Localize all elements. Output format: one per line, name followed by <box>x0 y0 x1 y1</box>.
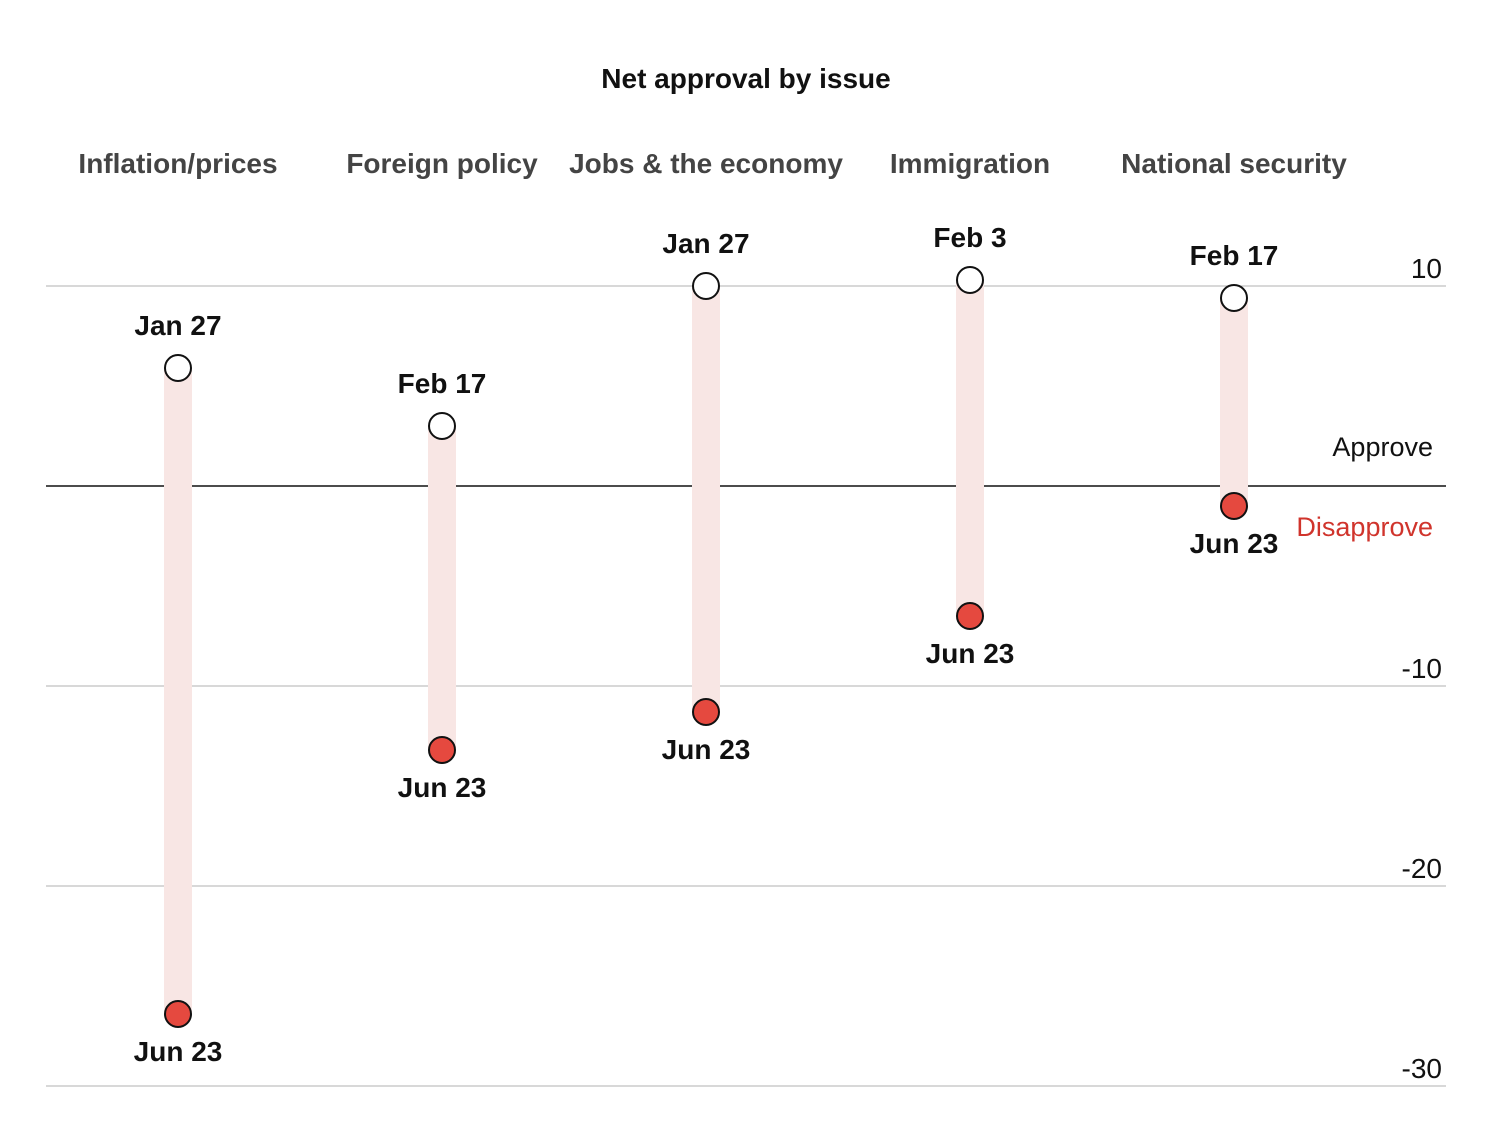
y-tick-label: -10 <box>1402 653 1442 684</box>
end-dot <box>692 698 720 726</box>
start-dot <box>428 412 456 440</box>
category-label: National security <box>1121 148 1347 179</box>
end-date-label: Jun 23 <box>134 1036 223 1067</box>
end-dot <box>428 736 456 764</box>
category-label: Immigration <box>890 148 1050 179</box>
start-dot <box>956 266 984 294</box>
end-date-label: Jun 23 <box>662 734 751 765</box>
range-bar <box>692 286 720 712</box>
end-date-label: Jun 23 <box>1190 528 1279 559</box>
y-tick-label: 10 <box>1411 253 1442 284</box>
start-dot <box>164 354 192 382</box>
range-bar <box>428 426 456 750</box>
y-tick-label: -20 <box>1402 853 1442 884</box>
start-date-label: Jan 27 <box>662 228 749 259</box>
category-label: Jobs & the economy <box>569 148 843 179</box>
end-dot <box>1220 492 1248 520</box>
start-dot <box>692 272 720 300</box>
category-label: Foreign policy <box>346 148 538 179</box>
category-label: Inflation/prices <box>78 148 277 179</box>
legend-disapprove: Disapprove <box>1296 512 1433 542</box>
legend-approve: Approve <box>1332 432 1433 462</box>
range-bar <box>1220 298 1248 506</box>
y-tick-label: -30 <box>1402 1053 1442 1084</box>
start-date-label: Feb 3 <box>933 222 1006 253</box>
start-date-label: Jan 27 <box>134 310 221 341</box>
range-bar <box>956 280 984 616</box>
end-dot <box>956 602 984 630</box>
end-date-label: Jun 23 <box>398 772 487 803</box>
start-date-label: Feb 17 <box>1190 240 1279 271</box>
start-dot <box>1220 284 1248 312</box>
end-date-label: Jun 23 <box>926 638 1015 669</box>
chart-title: Net approval by issue <box>601 63 890 94</box>
start-date-label: Feb 17 <box>398 368 487 399</box>
range-bar <box>164 368 192 1014</box>
end-dot <box>164 1000 192 1028</box>
